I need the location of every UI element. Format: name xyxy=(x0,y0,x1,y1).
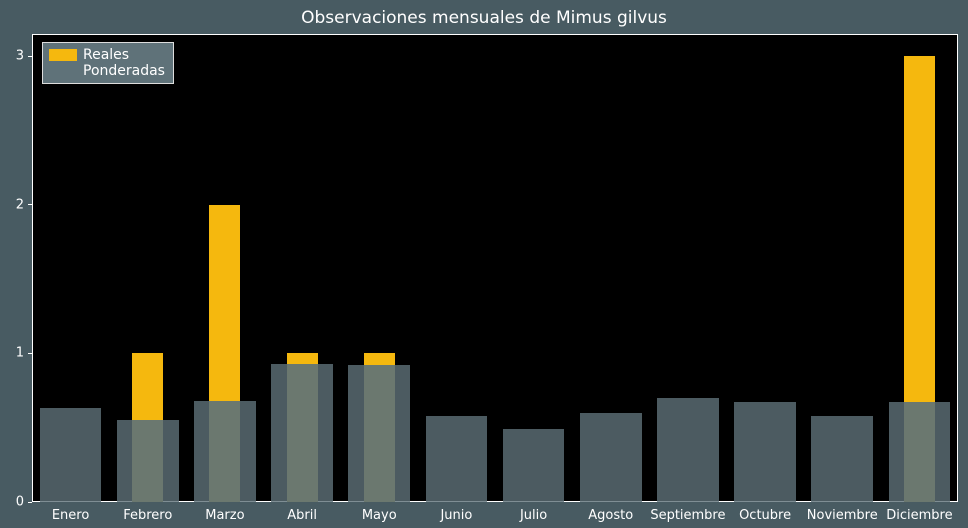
y-tick-label: 2 xyxy=(16,197,24,212)
bar-overlap-tint xyxy=(132,420,163,502)
legend-row: Reales xyxy=(49,47,165,63)
y-tick-mark xyxy=(28,353,32,354)
axis-spine-right xyxy=(957,34,958,502)
x-tick-label: Julio xyxy=(520,508,547,523)
bar-ponderadas xyxy=(734,402,796,502)
bar-ponderadas xyxy=(811,416,873,502)
x-tick-label: Enero xyxy=(52,508,89,523)
bar-overlap-tint xyxy=(364,365,395,502)
legend-label: Ponderadas xyxy=(83,63,165,79)
legend-row: Ponderadas xyxy=(49,63,165,79)
y-tick-label: 0 xyxy=(16,495,24,510)
x-tick-label: Octubre xyxy=(739,508,791,523)
y-tick-label: 3 xyxy=(16,49,24,64)
figure: Observaciones mensuales de Mimus gilvus … xyxy=(0,0,968,528)
legend: RealesPonderadas xyxy=(42,42,174,84)
axis-spine-left xyxy=(32,34,33,502)
bar-ponderadas xyxy=(503,429,565,502)
bar-ponderadas xyxy=(426,416,488,502)
plot-area: 0123 EneroFebreroMarzoAbrilMayoJunioJuli… xyxy=(32,34,958,502)
x-tick-label: Abril xyxy=(287,508,317,523)
x-tick-label: Noviembre xyxy=(807,508,878,523)
x-tick-label: Junio xyxy=(440,508,472,523)
bar-ponderadas xyxy=(40,408,102,502)
x-tick-label: Septiembre xyxy=(650,508,725,523)
x-tick-label: Febrero xyxy=(123,508,172,523)
bar-overlap-tint xyxy=(904,402,935,502)
y-tick-label: 1 xyxy=(16,346,24,361)
bar-ponderadas xyxy=(657,398,719,502)
x-tick-label: Marzo xyxy=(205,508,244,523)
bar-overlap-tint xyxy=(209,401,240,502)
x-tick-label: Mayo xyxy=(362,508,397,523)
x-tick-label: Agosto xyxy=(588,508,633,523)
y-tick-mark xyxy=(28,204,32,205)
y-tick-mark xyxy=(28,502,32,503)
y-tick-mark xyxy=(28,56,32,57)
legend-swatch xyxy=(49,65,77,77)
x-tick-label: Diciembre xyxy=(886,508,952,523)
legend-swatch xyxy=(49,49,77,61)
legend-label: Reales xyxy=(83,47,129,63)
axis-spine-top xyxy=(32,34,958,35)
chart-title: Observaciones mensuales de Mimus gilvus xyxy=(0,8,968,28)
bar-overlap-tint xyxy=(287,364,318,502)
bar-ponderadas xyxy=(580,413,642,502)
